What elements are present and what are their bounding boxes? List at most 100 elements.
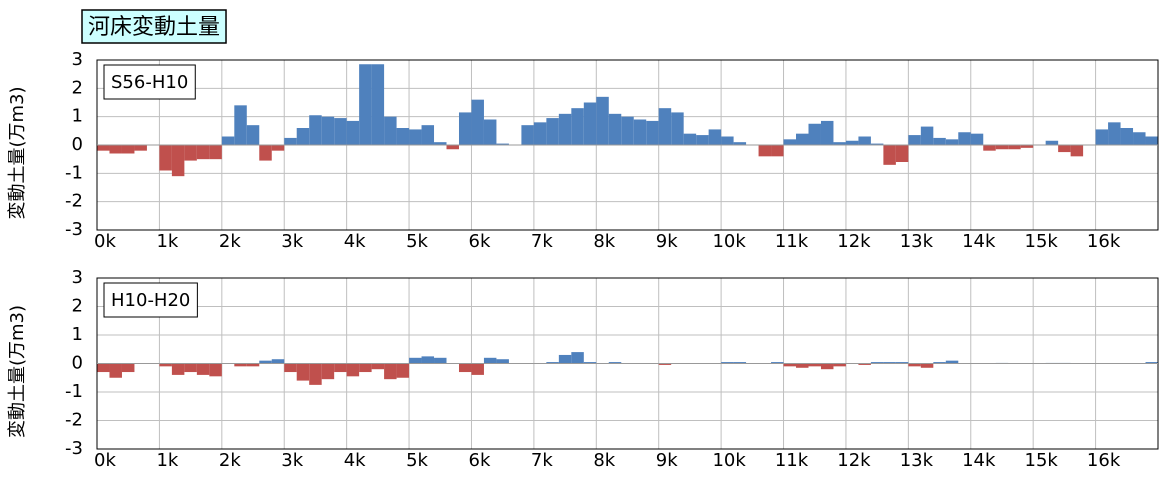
bar bbox=[933, 137, 946, 145]
bar bbox=[658, 108, 672, 145]
bar bbox=[396, 128, 410, 145]
bar bbox=[184, 363, 197, 373]
bar bbox=[521, 125, 534, 145]
bar bbox=[845, 140, 859, 145]
bar bbox=[246, 363, 260, 367]
bar bbox=[783, 139, 797, 145]
x-tick-label: 12k bbox=[837, 450, 871, 471]
bar bbox=[209, 363, 222, 377]
bar bbox=[234, 363, 247, 367]
title-box bbox=[81, 9, 227, 44]
y-tick-label: 2 bbox=[72, 296, 83, 317]
bar bbox=[908, 135, 921, 145]
y-axis-label: 変動土量(万m3) bbox=[7, 305, 28, 438]
bar bbox=[1020, 145, 1034, 148]
x-tick-label: 6k bbox=[469, 231, 491, 252]
y-tick-label: -1 bbox=[65, 381, 83, 402]
bar bbox=[783, 363, 797, 367]
bar bbox=[833, 142, 846, 145]
y-tick-label: 2 bbox=[72, 77, 83, 98]
bar bbox=[1133, 132, 1146, 145]
y-tick-label: 3 bbox=[72, 267, 83, 288]
bar bbox=[371, 64, 385, 145]
bar bbox=[933, 362, 946, 364]
bar bbox=[171, 145, 185, 177]
bar bbox=[271, 145, 285, 151]
bar bbox=[346, 363, 360, 377]
bar bbox=[1120, 128, 1134, 145]
bar bbox=[721, 136, 734, 145]
bar bbox=[895, 145, 909, 162]
bar bbox=[97, 145, 110, 151]
bar bbox=[234, 105, 247, 145]
y-axis-label: 変動土量(万m3) bbox=[7, 86, 28, 219]
bar bbox=[646, 120, 659, 145]
bar bbox=[796, 133, 809, 145]
bar bbox=[558, 354, 572, 364]
bar bbox=[608, 362, 622, 364]
annotation-box bbox=[103, 282, 198, 318]
x-tick-label: 7k bbox=[531, 231, 553, 252]
x-tick-label: 1k bbox=[156, 450, 178, 471]
x-tick-label: 13k bbox=[900, 231, 934, 252]
bar bbox=[196, 145, 210, 160]
bar bbox=[1058, 145, 1071, 153]
bar bbox=[820, 120, 834, 145]
bar bbox=[409, 129, 422, 145]
x-tick-label: 4k bbox=[344, 231, 366, 252]
bar bbox=[284, 363, 297, 373]
x-tick-label: 14k bbox=[962, 231, 996, 252]
bar bbox=[796, 363, 809, 368]
bar bbox=[771, 362, 784, 364]
bar bbox=[384, 116, 397, 145]
bar bbox=[1145, 136, 1158, 145]
bar bbox=[895, 362, 909, 364]
bar bbox=[159, 363, 172, 367]
bar bbox=[409, 357, 422, 364]
bar bbox=[496, 143, 509, 145]
bar bbox=[920, 363, 934, 368]
x-tick-label: 12k bbox=[837, 231, 871, 252]
bar bbox=[596, 96, 609, 145]
bar bbox=[259, 360, 272, 364]
x-tick-label: 16k bbox=[1087, 231, 1121, 252]
bar bbox=[1008, 145, 1021, 150]
bar bbox=[171, 363, 185, 375]
x-tick-label: 5k bbox=[406, 231, 428, 252]
y-tick-label: -3 bbox=[65, 219, 83, 240]
bar bbox=[209, 145, 222, 160]
bar bbox=[359, 64, 372, 145]
y-tick-label: -3 bbox=[65, 438, 83, 459]
bar bbox=[159, 145, 172, 171]
bar bbox=[546, 118, 559, 145]
y-tick-label: 0 bbox=[72, 134, 83, 155]
bar bbox=[458, 363, 472, 373]
bar bbox=[483, 357, 497, 364]
bar bbox=[758, 145, 772, 157]
bar bbox=[396, 363, 410, 378]
bar bbox=[658, 363, 672, 365]
annotation: H10-H20 bbox=[111, 290, 190, 311]
bar bbox=[808, 363, 821, 367]
bar bbox=[434, 142, 447, 145]
bar bbox=[983, 145, 996, 151]
x-tick-label: 1k bbox=[156, 231, 178, 252]
bar bbox=[633, 119, 647, 145]
y-tick-label: 0 bbox=[72, 353, 83, 374]
bar bbox=[346, 120, 360, 145]
x-tick-label: 3k bbox=[281, 450, 303, 471]
x-tick-label: 0k bbox=[94, 231, 116, 252]
bar bbox=[121, 145, 135, 154]
bar bbox=[321, 116, 335, 145]
bar bbox=[483, 119, 497, 145]
x-tick-label: 15k bbox=[1025, 450, 1059, 471]
bar bbox=[309, 115, 322, 145]
x-tick-label: 8k bbox=[593, 450, 615, 471]
x-tick-label: 2k bbox=[219, 450, 241, 471]
bar bbox=[334, 118, 347, 145]
bar bbox=[134, 145, 147, 151]
x-tick-label: 2k bbox=[219, 231, 241, 252]
bar bbox=[708, 129, 722, 145]
chart-title: 河床変動土量 bbox=[88, 15, 220, 40]
